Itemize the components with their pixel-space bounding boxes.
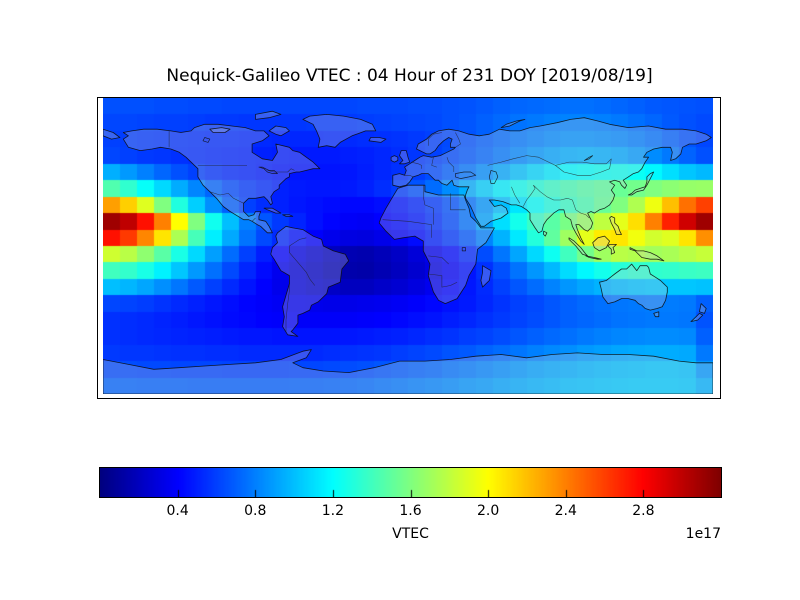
country-border: [411, 161, 422, 169]
landmass: [392, 117, 712, 245]
landmass: [263, 207, 282, 214]
landmass: [599, 263, 668, 311]
landmass: [378, 184, 495, 305]
landmass: [568, 237, 589, 257]
country-border: [404, 175, 414, 178]
lake-outline: [461, 247, 466, 252]
country-border: [289, 252, 316, 286]
country-border: [267, 168, 295, 173]
lake-outline: [202, 137, 211, 143]
landmass: [585, 255, 602, 260]
country-border: [455, 132, 461, 148]
landmass: [609, 216, 622, 235]
country-border: [428, 132, 442, 146]
country-border: [428, 255, 449, 265]
colorbar-tick-label: 1.2: [321, 503, 344, 519]
plot-title: Nequick-Galileo VTEC : 04 Hour of 231 DO…: [166, 66, 653, 86]
landmass: [690, 312, 704, 323]
colorbar-tick-label: 2.4: [554, 503, 577, 519]
landmass: [629, 247, 665, 262]
country-border: [572, 199, 590, 219]
colorbar-axis-label: VTEC: [392, 526, 429, 542]
country-border: [382, 219, 432, 238]
landmass: [390, 155, 399, 163]
landmass: [122, 123, 321, 234]
colorbar-scale-label: 1e17: [685, 526, 721, 542]
country-border: [555, 158, 612, 166]
country-border: [446, 157, 455, 172]
landmass: [368, 137, 387, 143]
landmass: [255, 110, 282, 120]
country-border: [423, 185, 434, 225]
country-border: [428, 273, 458, 288]
country-border: [289, 237, 307, 253]
country-border: [450, 193, 466, 211]
landmass: [607, 243, 617, 255]
landmass: [103, 349, 713, 394]
country-border: [251, 217, 256, 222]
landmass: [209, 127, 231, 133]
country-border: [209, 191, 244, 204]
country-border: [555, 158, 612, 176]
colorbar-tick-label: 2.0: [476, 503, 500, 519]
country-border: [522, 185, 536, 207]
country-border: [487, 155, 556, 166]
world-coastlines-overlay: [103, 110, 713, 394]
lake-outline: [258, 166, 278, 174]
landmass: [543, 230, 548, 237]
country-border: [285, 275, 290, 332]
landmass: [699, 303, 707, 314]
landmass: [399, 150, 411, 165]
landmass: [653, 311, 660, 318]
landmass: [270, 225, 350, 337]
vtec-heatmap-mesh: [103, 98, 713, 394]
country-border: [533, 185, 573, 201]
landmass: [627, 171, 655, 196]
lake-outline: [583, 155, 594, 161]
lake-outline: [488, 170, 499, 184]
lake-outline: [455, 171, 477, 179]
colorbar-tick-label: 2.8: [632, 503, 655, 519]
colorbar-tick-label: 0.8: [244, 503, 267, 519]
colorbar-gradient: [99, 467, 722, 498]
country-border: [511, 186, 521, 204]
landmass: [282, 214, 294, 217]
landmass: [500, 118, 526, 129]
landmass: [302, 113, 377, 148]
landmass: [103, 128, 121, 140]
colorbar-tick-label: 0.4: [166, 503, 189, 519]
landmass: [480, 265, 492, 288]
colorbar-tick-label: 1.6: [399, 503, 422, 519]
landmass: [268, 125, 290, 137]
landmass: [592, 235, 611, 252]
country-border: [431, 157, 437, 168]
